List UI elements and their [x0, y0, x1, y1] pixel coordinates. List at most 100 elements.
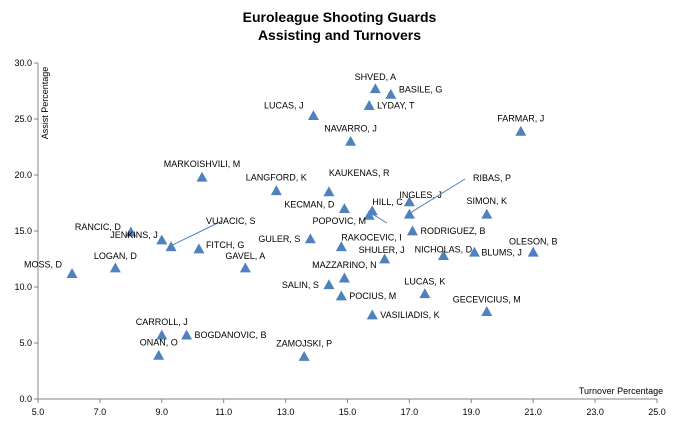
data-label: HILL, C — [372, 197, 403, 207]
y-tick-label: 0.0 — [19, 394, 32, 404]
data-label: OLESON, B — [509, 236, 558, 246]
data-label: JENKINS, J — [110, 230, 158, 240]
x-tick-label: 9.0 — [156, 407, 169, 417]
data-point — [156, 234, 168, 245]
x-axis-label: Turnover Percentage — [579, 386, 663, 396]
data-label: CARROLL, J — [136, 317, 188, 327]
data-point — [515, 125, 527, 136]
data-point — [527, 246, 539, 257]
data-point — [481, 306, 493, 317]
data-label: RAKOCEVIC, I — [341, 233, 402, 243]
data-point — [125, 226, 137, 237]
data-point — [338, 272, 350, 283]
y-tick-label: 10.0 — [14, 282, 32, 292]
x-tick-label: 21.0 — [524, 407, 542, 417]
data-label: VUJACIC, S — [206, 216, 256, 226]
data-label: MAZZARINO, N — [312, 260, 377, 270]
y-tick-label: 20.0 — [14, 170, 32, 180]
data-point — [335, 241, 347, 252]
label-leader-line — [411, 178, 466, 213]
data-point — [403, 196, 415, 207]
data-label: NAVARRO, J — [324, 123, 377, 133]
data-label: LYDAY, T — [377, 101, 415, 111]
data-label: VASILIADIS, K — [380, 310, 439, 320]
data-point — [366, 309, 378, 320]
data-point — [419, 288, 431, 299]
data-point — [193, 243, 205, 254]
y-tick-label: 5.0 — [19, 338, 32, 348]
data-label: INGLES, J — [399, 190, 442, 200]
data-point — [323, 186, 335, 197]
x-tick-label: 25.0 — [648, 407, 666, 417]
data-label: ONAN, O — [140, 337, 178, 347]
data-point — [298, 350, 310, 361]
data-point — [156, 329, 168, 340]
data-point — [338, 203, 350, 213]
data-label: MOSS, D — [24, 260, 63, 270]
data-point — [369, 83, 381, 94]
data-point — [270, 185, 282, 196]
data-label: SHVED, A — [355, 72, 397, 82]
data-point — [307, 110, 319, 121]
data-label: RIBAS, P — [473, 173, 511, 183]
data-point — [345, 135, 357, 146]
y-axis-label: Assist Percentage — [40, 67, 50, 140]
data-point — [323, 279, 335, 290]
data-label: NICHOLAS, D — [415, 245, 473, 255]
data-label: SHULER, J — [359, 245, 405, 255]
data-point — [468, 246, 480, 257]
x-tick-label: 7.0 — [94, 407, 107, 417]
data-point — [335, 290, 347, 301]
data-point — [304, 233, 316, 244]
data-label: FITCH, G — [206, 240, 245, 250]
data-point — [239, 262, 251, 273]
data-point — [437, 250, 449, 261]
data-label: GAVEL, A — [225, 251, 265, 261]
data-label: LOGAN, D — [94, 251, 138, 261]
data-label: BOGDANOVIC, B — [195, 330, 267, 340]
data-label: LUCAS, J — [264, 101, 304, 111]
y-tick-label: 25.0 — [14, 114, 32, 124]
chart-subtitle: Assisting and Turnovers — [257, 27, 422, 43]
x-tick-label: 11.0 — [215, 407, 232, 417]
data-label: SIMON, K — [467, 196, 508, 206]
data-label: LANGFORD, K — [246, 173, 307, 183]
y-tick-label: 30.0 — [14, 58, 32, 68]
label-leader-line — [172, 220, 223, 246]
data-point — [165, 241, 177, 252]
data-point — [363, 100, 375, 110]
x-tick-label: 13.0 — [277, 407, 295, 417]
data-point — [181, 329, 193, 340]
x-tick-label: 17.0 — [401, 407, 419, 417]
data-label: SALIN, S — [282, 280, 319, 290]
data-label: BASILE, G — [399, 84, 443, 94]
x-tick-label: 15.0 — [339, 407, 357, 417]
data-point — [406, 225, 418, 236]
x-tick-label: 19.0 — [463, 407, 481, 417]
data-label: MARKOISHVILI, M — [164, 159, 241, 169]
x-tick-label: 23.0 — [586, 407, 604, 417]
data-label: KAUKENAS, R — [329, 168, 390, 178]
data-label: LUCAS, K — [404, 277, 445, 287]
x-tick-label: 5.0 — [32, 407, 45, 417]
data-label: FARMAR, J — [497, 113, 544, 123]
data-point — [66, 268, 78, 278]
data-label: RANCIC, D — [75, 222, 122, 232]
label-leader-line — [370, 212, 388, 224]
data-label: GULER, S — [258, 234, 300, 244]
data-point — [109, 262, 121, 273]
data-label: KECMAN, D — [284, 200, 335, 210]
data-point — [385, 88, 397, 99]
data-point — [153, 349, 165, 360]
data-point — [403, 208, 415, 219]
data-label: GECEVICIUS, M — [453, 295, 521, 305]
y-tick-label: 15.0 — [14, 226, 32, 236]
data-label: RODRIGUEZ, B — [420, 226, 485, 236]
data-point — [481, 208, 493, 219]
data-label: ZAMOJSKI, P — [276, 338, 332, 348]
data-point — [196, 171, 208, 182]
data-point — [363, 209, 375, 220]
data-label: POPOVIC, M — [312, 216, 366, 226]
